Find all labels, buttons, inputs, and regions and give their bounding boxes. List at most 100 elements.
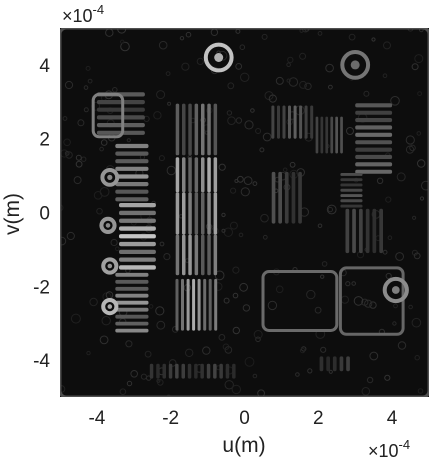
bar-stripe — [201, 192, 205, 235]
speckle-mark — [185, 348, 194, 357]
speckle-mark — [240, 72, 250, 83]
x-tick-label: -4 — [88, 408, 105, 429]
bar-stripe — [288, 105, 291, 139]
bar-stripe — [335, 116, 338, 154]
bar-stripe — [182, 234, 186, 276]
speckle-mark — [321, 261, 328, 267]
bar-stripe — [355, 103, 393, 108]
speckle-mark — [158, 155, 165, 162]
speckle-mark — [387, 235, 393, 240]
speckle-mark — [390, 96, 400, 106]
x-axis-ticks: -4 -2 0 2 4 — [88, 408, 397, 429]
speckle-mark — [229, 221, 238, 230]
speckle-mark — [287, 56, 294, 64]
bar-stripe — [213, 234, 218, 276]
speckle-mark — [405, 135, 415, 145]
bar-stripe — [359, 208, 363, 254]
bar-stripe — [304, 105, 308, 139]
bar-stripe — [115, 293, 149, 298]
bar-stripe — [277, 105, 280, 139]
bar-stripe — [379, 208, 383, 254]
x-tick-label: 2 — [313, 408, 324, 429]
bar-stripe — [332, 356, 337, 372]
bar-stripe — [197, 278, 201, 331]
speckle-mark — [412, 215, 417, 220]
speckle-mark — [409, 144, 416, 152]
y-axis-ticks: 4 2 0 -2 -4 — [33, 56, 50, 372]
bar-group — [115, 272, 149, 333]
speckle-mark — [417, 91, 423, 96]
speckle-mark — [166, 165, 177, 176]
bar-stripe — [206, 363, 211, 379]
speckle-mark — [221, 212, 226, 218]
speckle-mark — [101, 316, 111, 326]
speckle-mark — [275, 285, 284, 294]
speckle-mark — [351, 281, 357, 286]
speckle-mark — [70, 313, 81, 324]
bar-stripe — [115, 166, 149, 171]
speckle-mark — [99, 335, 109, 345]
speckle-mark — [196, 57, 204, 66]
bar-stripe — [115, 174, 149, 179]
speckle-mark — [382, 249, 388, 255]
bar-stripe — [213, 157, 218, 193]
speckle-mark — [218, 163, 226, 171]
speckle-mark — [383, 41, 391, 50]
speckle-mark — [317, 31, 323, 36]
y-tick-label: 2 — [39, 130, 50, 151]
speckle-mark — [242, 304, 251, 312]
speckle-mark — [328, 84, 333, 90]
speckle-mark — [85, 65, 91, 71]
bar-stripe — [340, 178, 363, 182]
speckle-mark — [411, 63, 419, 71]
speckle-mark — [83, 107, 89, 113]
y-tick-label: 4 — [39, 56, 50, 77]
bar-stripe — [194, 363, 198, 379]
bar-stripe — [355, 147, 393, 152]
speckle-mark — [240, 187, 250, 197]
bar-stripe — [298, 171, 302, 224]
bar-stripe — [271, 171, 276, 224]
speckle-mark — [227, 82, 235, 90]
speckle-mark — [327, 206, 333, 213]
speckle-mark — [64, 151, 70, 156]
speckle-mark — [221, 228, 226, 233]
speckle-mark — [419, 196, 425, 201]
speckle-mark — [417, 388, 424, 394]
speckle-mark — [304, 82, 312, 91]
speckle-mark — [148, 304, 154, 309]
speckle-mark — [163, 253, 171, 261]
bar-stripe — [339, 356, 344, 372]
speckle-mark — [369, 351, 379, 361]
bar-stripe — [175, 278, 179, 331]
speckle-mark — [261, 33, 268, 40]
bar-stripe — [119, 249, 156, 254]
speckle-mark — [421, 180, 429, 191]
bar-group — [319, 356, 350, 372]
bar-stripe — [355, 154, 393, 159]
speckle-mark — [289, 161, 296, 168]
speckle-mark — [345, 281, 351, 287]
speckle-mark — [307, 368, 313, 374]
bar-stripe — [299, 105, 303, 139]
ring-mark — [101, 257, 119, 275]
bar-stripe — [194, 157, 199, 193]
bar-stripe — [203, 278, 207, 331]
ring-core-mark — [391, 286, 400, 294]
speckle-mark — [414, 54, 424, 64]
bar-stripe — [182, 192, 186, 235]
speckle-mark — [397, 341, 407, 350]
speckle-mark — [295, 372, 300, 377]
speckle-mark — [156, 320, 166, 330]
bar-stripe — [340, 188, 363, 192]
speckle-mark — [119, 388, 127, 396]
speckle-mark — [243, 176, 253, 186]
ring-mark — [99, 216, 117, 234]
speckle-mark — [181, 62, 190, 71]
speckle-mark — [396, 172, 406, 182]
speckle-mark — [75, 160, 83, 168]
speckle-mark — [252, 373, 258, 379]
bar-group — [119, 203, 156, 270]
ring-core-mark — [105, 223, 111, 228]
bar-stripe — [186, 278, 190, 331]
